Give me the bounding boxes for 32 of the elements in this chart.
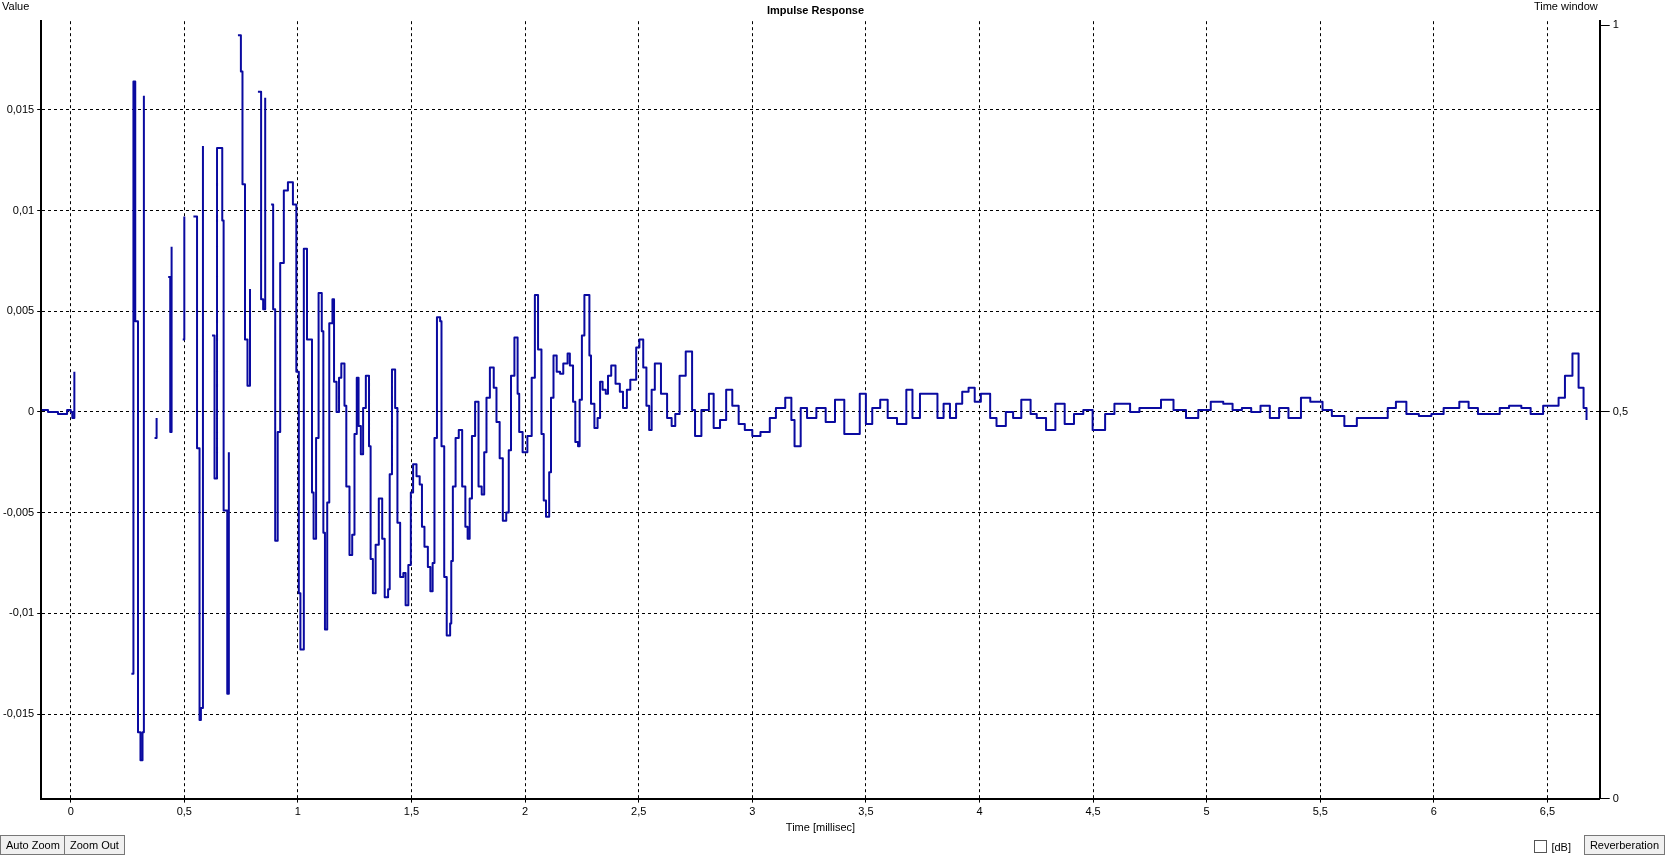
x-tick-label: 3,5	[858, 805, 874, 818]
x-tick-label: 6	[1430, 805, 1437, 818]
x-axis-title: Time [millisec]	[785, 821, 856, 834]
x-tick-label: 5,5	[1312, 805, 1328, 818]
y2-tick-label: 1	[1612, 18, 1619, 31]
y-tick-label: 0,005	[6, 304, 35, 317]
x-tick-label: 6,5	[1539, 805, 1556, 818]
x-tick-label: 3	[749, 805, 756, 818]
y2-tick-label: 0	[1612, 791, 1619, 804]
text: Auto Zoom	[0, 835, 66, 855]
x-tick-label: 0	[67, 805, 74, 818]
y2-tick-label: 0,5	[1612, 404, 1629, 417]
y-tick-label: 0,01	[12, 203, 35, 216]
text: Reverberation	[1583, 835, 1665, 855]
x-tick-label: 4,5	[1085, 805, 1101, 818]
x-tick-label: 2,5	[631, 805, 647, 818]
y-tick-label: 0	[28, 404, 35, 417]
x-tick-label: 0,5	[176, 805, 192, 818]
text: [dB]	[1551, 840, 1571, 853]
y-tick-label: -0,01	[9, 606, 35, 619]
x-tick-label: 2	[522, 805, 529, 818]
x-tick-label: 5	[1203, 805, 1210, 818]
y-tick-label: -0,005	[2, 505, 35, 518]
y-tick-label: 0,015	[6, 102, 35, 115]
y2-axis-title: Time window	[1533, 0, 1598, 12]
y-axis-title: Value	[2, 0, 30, 12]
x-tick-label: 4	[976, 805, 983, 818]
y-tick-label: -0,015	[2, 707, 35, 720]
text: Zoom Out	[64, 835, 125, 855]
chart-title: Impulse Response	[766, 3, 865, 16]
x-tick-label: 1,5	[403, 805, 420, 818]
x-tick-label: 1	[294, 805, 301, 818]
